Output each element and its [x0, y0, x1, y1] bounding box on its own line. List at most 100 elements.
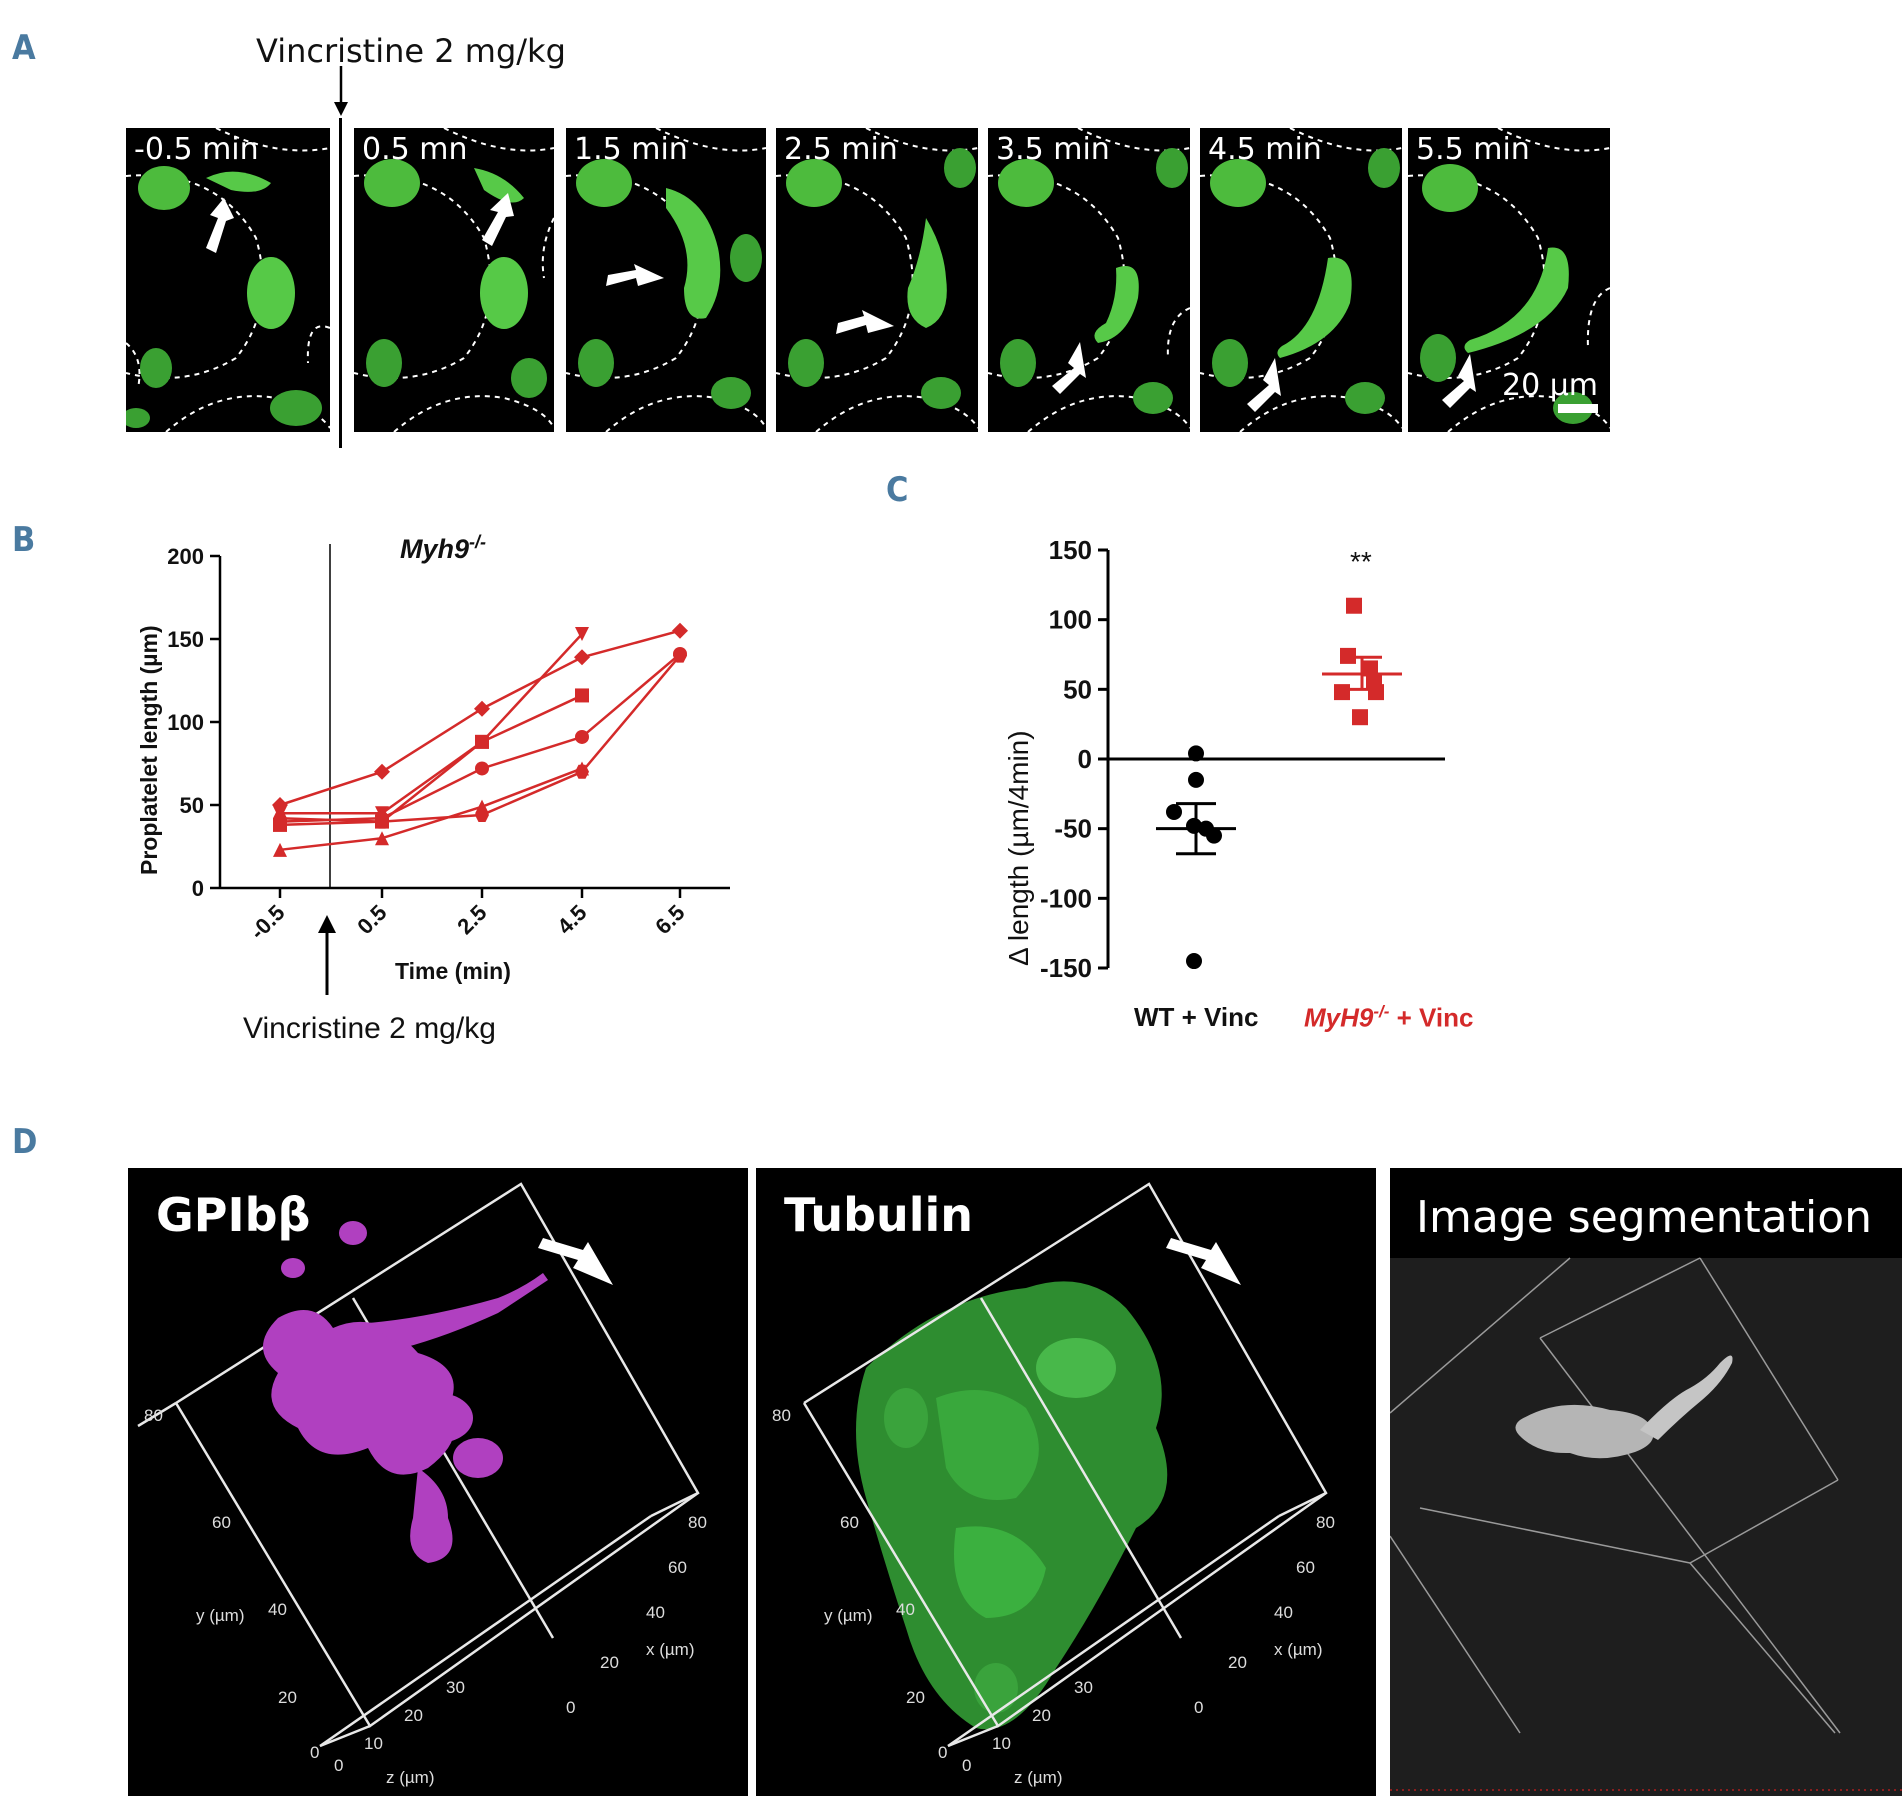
d2-x-tick-80: 80 [1316, 1513, 1335, 1532]
d1-x-tick-60: 60 [668, 1558, 687, 1577]
chart-c-point [1334, 684, 1350, 701]
d1-y-axis-label: y (µm) [196, 1606, 245, 1625]
chart-c-points [1156, 597, 1402, 970]
d2-y-tick-0: 0 [938, 1743, 948, 1762]
d2-z-tick-20: 20 [1032, 1706, 1051, 1725]
d1-x-tick-40: 40 [646, 1603, 665, 1622]
chart-c-category-2-superscript: -/- [1373, 1002, 1390, 1021]
injection-label: Vincristine 2 mg/kg [256, 32, 566, 70]
chart-c-point [1188, 745, 1204, 762]
chart-b-x-tick-label: 2.5 [452, 900, 491, 939]
d2-z-tick-10: 10 [992, 1734, 1011, 1753]
chart-c-point [1186, 953, 1202, 970]
d2-x-tick-40: 40 [1274, 1603, 1293, 1622]
chart-c-category-2: MyH9-/- + Vinc [1304, 1002, 1474, 1034]
frame-5-image [988, 128, 1190, 432]
d2-x-axis-label: x (µm) [1274, 1640, 1323, 1659]
d1-y-tick-0: 0 [310, 1743, 320, 1762]
panel-label-b: B [12, 520, 36, 560]
frame-2-time: 0.5 mn [362, 132, 468, 167]
frame-7: 5.5 min 20 µm [1408, 128, 1610, 432]
chart-c-y-tick-label: 150 [1049, 535, 1092, 565]
d1-x-axis-label: x (µm) [646, 1640, 695, 1659]
chart-b-series-line [280, 633, 583, 815]
chart-c-category-1: WT + Vinc [1134, 1002, 1259, 1032]
chart-b-series [272, 622, 688, 857]
chart-b-point [273, 811, 287, 826]
d2-y-tick-80: 80 [772, 1406, 791, 1425]
chart-b-point [475, 799, 489, 814]
frame-4: 2.5 min [776, 128, 978, 432]
chart-b-point [475, 734, 489, 749]
chart-c-point [1362, 660, 1378, 677]
d-title-tubulin: Tubulin [784, 1188, 974, 1242]
chart-b-point [273, 842, 287, 857]
chart-c-y-tick-label: 0 [1078, 744, 1092, 774]
d2-z-axis-label: z (µm) [1014, 1768, 1063, 1787]
frame-1-image [126, 128, 330, 432]
panel-label-c: C [886, 470, 909, 510]
chart-c-point [1166, 803, 1182, 820]
chart-c-y-tick-label: -100 [1040, 883, 1092, 913]
d-panel-gpib: GPIbβ 80 60 40 20 0 y (µm) 80 60 40 20 0… [128, 1168, 748, 1796]
d1-y-tick-20: 20 [278, 1688, 297, 1707]
chart-c-point [1186, 817, 1202, 834]
chart-c-point [1188, 771, 1204, 788]
chart-c-y-tick-label: 50 [1063, 674, 1092, 704]
frame-3-image [566, 128, 766, 432]
d2-x-tick-0: 0 [1194, 1698, 1204, 1717]
chart-c-point [1340, 647, 1356, 664]
chart-c-y-tick-label: 100 [1049, 605, 1092, 635]
d1-y-tick-80: 80 [144, 1406, 163, 1425]
scale-bar-label: 20 µm [1502, 368, 1599, 403]
frame-4-time: 2.5 min [784, 132, 898, 167]
chart-b-series-line [279, 767, 583, 852]
d-title-segmentation: Image segmentation [1416, 1192, 1873, 1243]
chart-b-series-line [279, 694, 583, 827]
chart-b-point [474, 700, 490, 717]
d1-x-tick-0: 0 [566, 1698, 576, 1717]
d2-x-tick-60: 60 [1296, 1558, 1315, 1577]
frame-6-time: 4.5 min [1208, 132, 1322, 167]
chart-b: 0 50 100 150 200 -0.5 0.5 2.5 4.5 6.5 [167, 544, 730, 944]
chart-c-point [1352, 709, 1368, 726]
chart-b-y-tick-label: 0 [192, 876, 204, 901]
d1-y-tick-60: 60 [212, 1513, 231, 1532]
chart-b-annotation: Vincristine 2 mg/kg [243, 1012, 496, 1045]
chart-c-axes: 150 100 50 0 -50 -100 -150 [1040, 535, 1445, 983]
d2-x-tick-20: 20 [1228, 1653, 1247, 1672]
chart-b-x-tick-label: 0.5 [352, 900, 391, 939]
chart-c: 150 100 50 0 -50 -100 -150 [1040, 535, 1445, 983]
chart-b-y-tick-label: 50 [180, 793, 204, 818]
d1-z-tick-20: 20 [404, 1706, 423, 1725]
d1-x-tick-20: 20 [600, 1653, 619, 1672]
chart-b-point [575, 627, 589, 642]
d-title-gpib: GPIbβ [156, 1188, 311, 1242]
chart-b-point [575, 729, 589, 744]
d1-z-tick-0: 0 [334, 1756, 344, 1775]
d2-y-tick-60: 60 [840, 1513, 859, 1532]
chart-b-point [574, 649, 590, 666]
frame-3-time: 1.5 min [574, 132, 688, 167]
chart-c-y-tick-label: -150 [1040, 953, 1092, 983]
frame-1: -0.5 min [126, 128, 330, 432]
d2-z-tick-30: 30 [1074, 1678, 1093, 1697]
chart-b-title: Myh9-/- [400, 532, 486, 565]
d1-z-axis-label: z (µm) [386, 1768, 435, 1787]
panel-label-a: A [12, 28, 36, 68]
d1-z-tick-30: 30 [446, 1678, 465, 1697]
frame-5-time: 3.5 min [996, 132, 1110, 167]
chart-b-point [575, 688, 589, 703]
chart-c-y-tick-label: -50 [1054, 814, 1092, 844]
chart-c-point [1368, 684, 1384, 701]
frame-4-image [776, 128, 978, 432]
chart-b-point [673, 648, 687, 663]
frame-2: 0.5 mn [354, 128, 554, 432]
d2-y-tick-20: 20 [906, 1688, 925, 1707]
frame-6-image [1200, 128, 1402, 432]
chart-c-ylabel: Δ length (µm/4min) [1003, 730, 1034, 966]
chart-b-title-superscript: -/- [469, 532, 487, 552]
chart-b-title-text: Myh9 [400, 534, 470, 564]
injection-divider-line [339, 118, 342, 448]
chart-b-y-tick-label: 100 [167, 710, 204, 735]
